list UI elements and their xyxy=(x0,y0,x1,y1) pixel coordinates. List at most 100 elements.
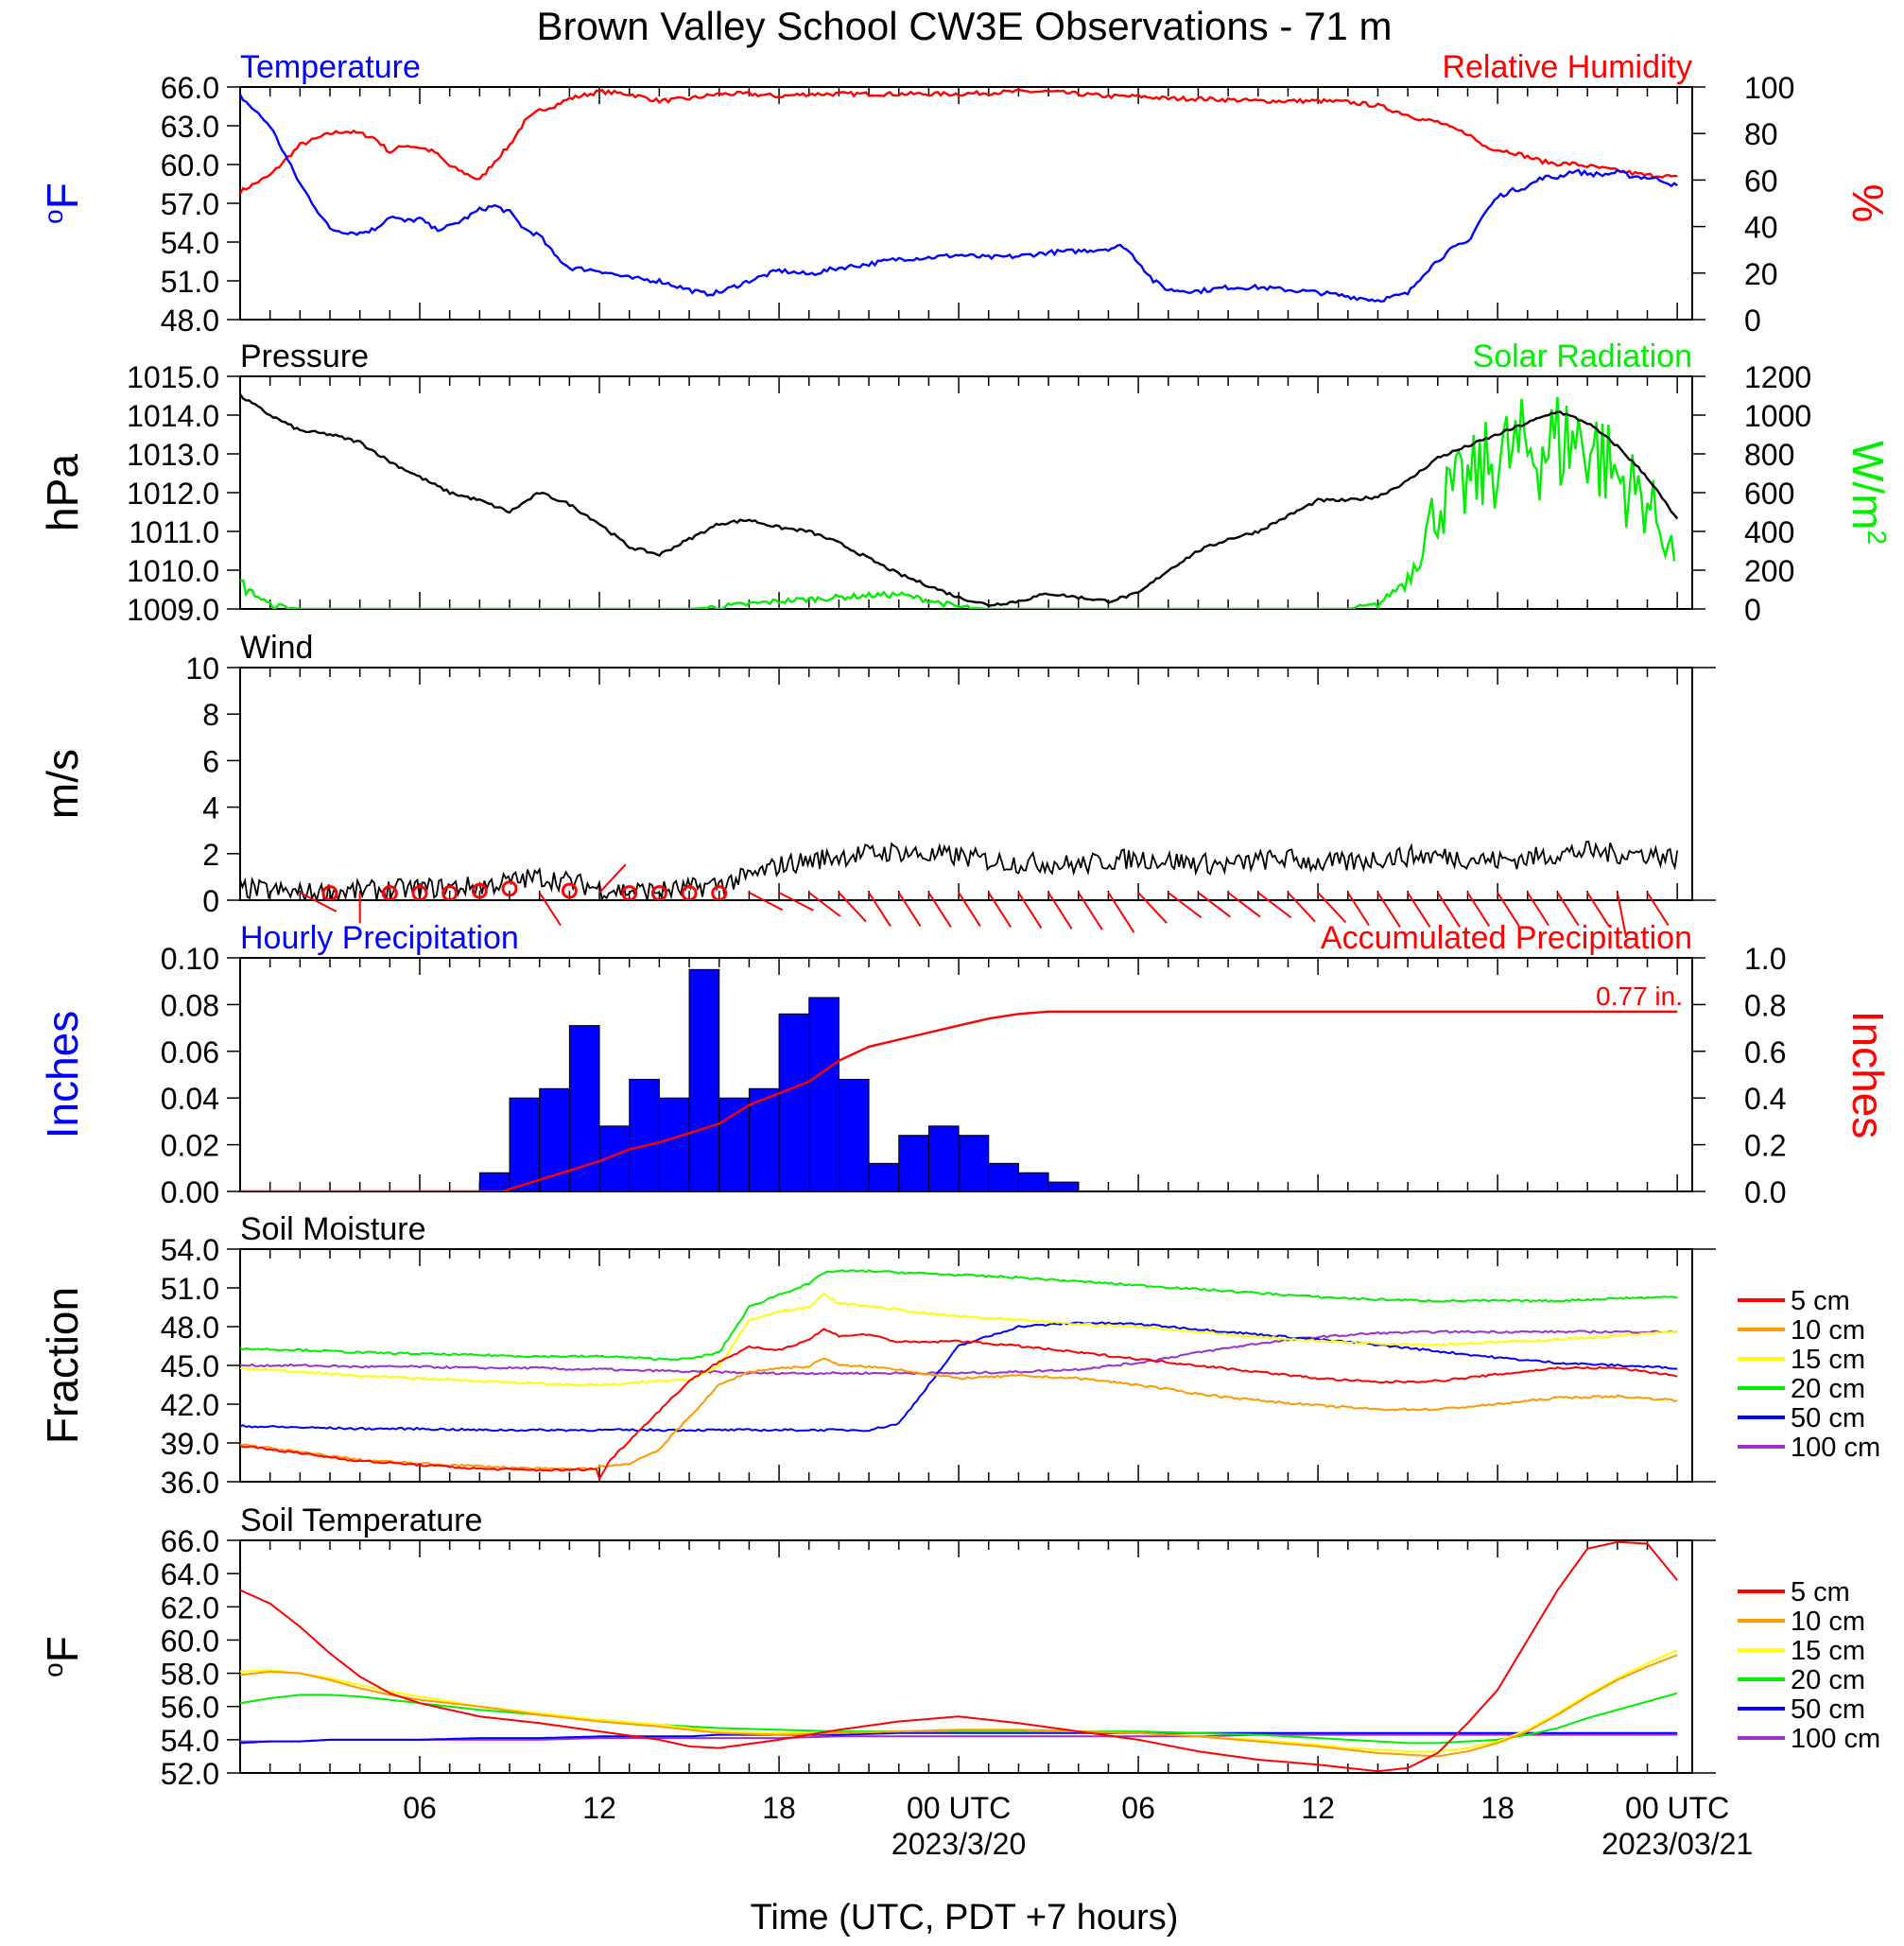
y-tick-label: 54.0 xyxy=(161,226,219,260)
y-tick-label-right: 0.8 xyxy=(1744,988,1786,1022)
panels-group: 48.051.054.057.060.063.066.0020406080100… xyxy=(38,49,1893,1791)
series-20-cm xyxy=(240,1692,1678,1745)
y-tick-label: 45.0 xyxy=(161,1349,219,1383)
series-pressure xyxy=(240,393,1679,607)
wind-calm-marker xyxy=(321,885,338,900)
legend-label: 100 cm xyxy=(1791,1433,1880,1463)
plot-area xyxy=(240,841,1679,900)
y-tick-label: 56.0 xyxy=(161,1691,219,1725)
panel-title-left: Pressure xyxy=(240,339,369,374)
y-tick-label: 60.0 xyxy=(161,1624,219,1658)
legend-label: 10 cm xyxy=(1791,1315,1865,1346)
legend-label: 20 cm xyxy=(1791,1374,1865,1404)
precip-bar xyxy=(1047,1181,1080,1191)
y-tick-label: 54.0 xyxy=(161,1233,219,1267)
series-5-cm xyxy=(240,1328,1678,1482)
y-tick-label: 66.0 xyxy=(161,71,219,105)
series-relative-humidity xyxy=(240,88,1678,195)
wind-barb xyxy=(1227,892,1261,918)
wind-barb xyxy=(1017,892,1043,929)
series-5-cm xyxy=(240,1540,1678,1773)
plot-frame xyxy=(239,1248,1693,1483)
y-tick-label: 1011.0 xyxy=(130,515,220,549)
y-tick-label: 1010.0 xyxy=(127,554,219,588)
y-tick-label: 54.0 xyxy=(161,1724,219,1758)
accum-total-annotation: 0.77 in. xyxy=(1596,982,1683,1011)
y-tick-label-right: 400 xyxy=(1744,515,1794,549)
time-tick-label: 06 xyxy=(403,1791,437,1825)
y-tick-label: 0.02 xyxy=(161,1129,219,1163)
plot-frame xyxy=(239,1539,1693,1774)
y-axis-label-right: Inches xyxy=(1843,1011,1893,1139)
panel-soil-moisture: 36.0 39.0 42.0 45.0 48.0 51.0 54.0 Soil Moistur… xyxy=(38,1211,1880,1500)
plot-area xyxy=(240,1540,1678,1773)
wind-calm-marker xyxy=(561,882,578,899)
precip-bar xyxy=(868,1162,900,1191)
y-tick-label: 42.0 xyxy=(161,1388,219,1422)
y-tick-label-right: 200 xyxy=(1744,554,1794,588)
y-tick-label: 58.0 xyxy=(161,1658,219,1692)
y-tick-label: 62.0 xyxy=(161,1590,219,1625)
series-50-cm xyxy=(240,1731,1678,1745)
series-accumulated-precip xyxy=(240,1010,1678,1191)
wind-calm-marker xyxy=(471,882,488,899)
wind-barb xyxy=(987,892,1012,929)
y-tick-label-right: 1000 xyxy=(1744,399,1811,433)
wind-barb xyxy=(1556,892,1580,927)
y-tick-label: 48.0 xyxy=(161,304,219,338)
y-tick-label: 51.0 xyxy=(161,1272,219,1306)
wind-barb xyxy=(1497,892,1520,928)
legend-label: 50 cm xyxy=(1791,1403,1865,1433)
wind-barb xyxy=(778,892,814,912)
wind-barb xyxy=(1376,892,1401,929)
y-tick-label-right: 0.2 xyxy=(1744,1129,1786,1163)
series-100-cm xyxy=(240,1329,1678,1376)
wind-barb xyxy=(1646,892,1670,927)
precip-bar xyxy=(898,1135,929,1191)
wind-barb xyxy=(1077,892,1103,930)
plot-area xyxy=(240,968,1678,1191)
y-tick-label: 10 xyxy=(185,652,219,686)
precip-bar xyxy=(808,997,839,1191)
series-15-cm xyxy=(240,1292,1678,1387)
y-tick-label: 39.0 xyxy=(161,1427,219,1461)
legend-label: 5 cm xyxy=(1791,1286,1850,1316)
wind-barb xyxy=(1466,892,1491,928)
series-20-cm xyxy=(240,1269,1678,1362)
x-axis-label: Time (UTC, PDT +7 hours) xyxy=(751,1898,1179,1937)
y-tick-label: 8 xyxy=(202,698,219,732)
precip-bar xyxy=(958,1135,990,1191)
panel-title-left: Soil Moisture xyxy=(240,1211,426,1247)
panel-title-left: Hourly Precipitation xyxy=(240,920,519,956)
wind-barb xyxy=(958,892,981,928)
panel-soil-temperature: 52.054.056.058.060.062.064.066.0 Soil Tem… xyxy=(38,1503,1880,1791)
plot-area xyxy=(240,88,1678,304)
series-50-cm xyxy=(240,1321,1678,1433)
y-tick-label: 0.00 xyxy=(161,1175,219,1209)
y-axis-label-left: oF xyxy=(38,1636,87,1677)
y-tick-label: 36.0 xyxy=(161,1466,219,1500)
legend-label: 5 cm xyxy=(1791,1577,1850,1607)
wind-barb xyxy=(1407,892,1431,929)
y-tick-label-right: 1.0 xyxy=(1744,942,1786,976)
legend-label: 100 cm xyxy=(1791,1724,1880,1754)
wind-barb xyxy=(1137,892,1168,924)
panel-title-left: Temperature xyxy=(240,49,421,85)
wind-calm-marker xyxy=(711,885,728,900)
y-tick-label: 0.04 xyxy=(161,1082,219,1116)
wind-barb xyxy=(1436,892,1462,929)
wind-barb xyxy=(1586,892,1610,928)
wind-barb xyxy=(1346,892,1370,927)
y-axis-label-right: % xyxy=(1843,184,1893,223)
y-tick-label: 48.0 xyxy=(161,1311,219,1345)
legend-label: 20 cm xyxy=(1791,1665,1865,1695)
precip-bar xyxy=(478,1172,511,1191)
panel-title-right: Accumulated Precipitation xyxy=(1321,920,1692,956)
precip-bar xyxy=(658,1097,690,1191)
date-label: 2023/03/21 xyxy=(1601,1827,1753,1861)
y-tick-label: 1012.0 xyxy=(127,477,219,511)
y-tick-label: 0.06 xyxy=(161,1035,219,1069)
